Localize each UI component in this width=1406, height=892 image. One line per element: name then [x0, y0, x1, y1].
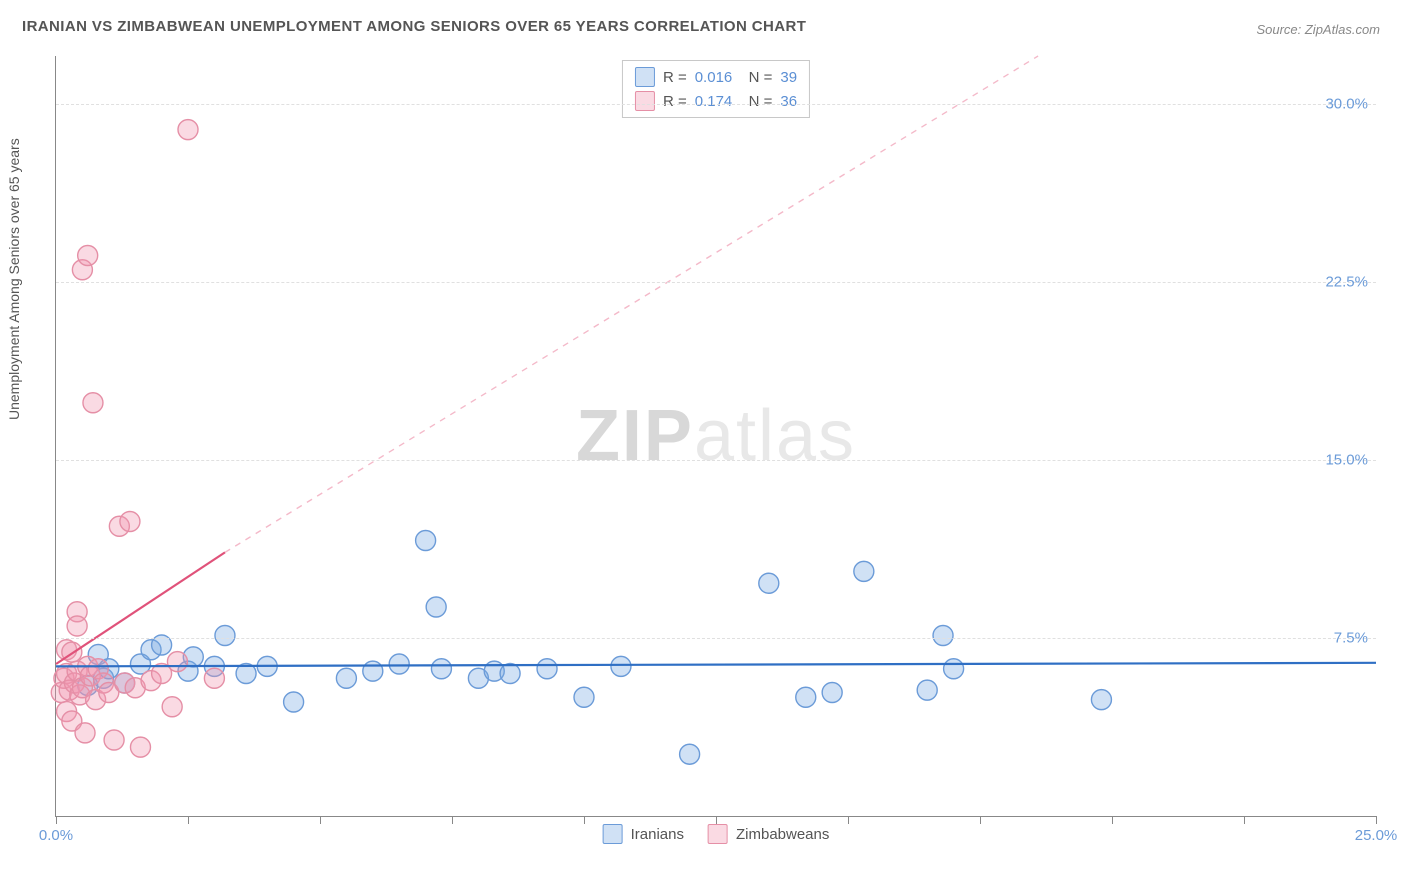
data-point: [284, 692, 304, 712]
data-point: [167, 652, 187, 672]
data-point: [854, 561, 874, 581]
legend-label: Iranians: [631, 826, 684, 843]
data-point: [336, 668, 356, 688]
gridline-h: [56, 638, 1376, 639]
data-point: [537, 659, 557, 679]
data-point: [120, 512, 140, 532]
y-tick-label: 15.0%: [1325, 451, 1368, 468]
data-point: [215, 626, 235, 646]
legend-swatch: [603, 824, 623, 844]
x-tick: [716, 816, 717, 824]
x-tick: [56, 816, 57, 824]
data-point: [389, 654, 409, 674]
source-attribution: Source: ZipAtlas.com: [1256, 22, 1380, 37]
data-point: [917, 680, 937, 700]
x-tick: [188, 816, 189, 824]
data-point: [611, 656, 631, 676]
plot-area: ZIPatlas R = 0.016 N = 39R = 0.174 N = 3…: [55, 56, 1376, 817]
data-point: [822, 683, 842, 703]
legend-label: Zimbabweans: [736, 826, 829, 843]
data-point: [431, 659, 451, 679]
x-tick-label: 25.0%: [1355, 827, 1398, 844]
x-tick: [1376, 816, 1377, 824]
data-point: [83, 393, 103, 413]
gridline-h: [56, 460, 1376, 461]
chart-title: IRANIAN VS ZIMBABWEAN UNEMPLOYMENT AMONG…: [22, 18, 806, 35]
data-point: [944, 659, 964, 679]
data-point: [75, 723, 95, 743]
data-point: [78, 246, 98, 266]
y-tick-label: 30.0%: [1325, 95, 1368, 112]
legend-item: Iranians: [603, 824, 684, 844]
data-point: [416, 531, 436, 551]
gridline-h: [56, 282, 1376, 283]
data-point: [796, 687, 816, 707]
data-point: [130, 737, 150, 757]
data-point: [363, 661, 383, 681]
x-tick: [452, 816, 453, 824]
y-tick-label: 7.5%: [1334, 629, 1368, 646]
data-point: [680, 744, 700, 764]
x-tick: [980, 816, 981, 824]
data-point: [178, 120, 198, 140]
data-point: [933, 626, 953, 646]
data-point: [204, 668, 224, 688]
x-tick: [320, 816, 321, 824]
x-tick-label: 0.0%: [39, 827, 73, 844]
x-tick: [1244, 816, 1245, 824]
data-point: [104, 730, 124, 750]
legend-item: Zimbabweans: [708, 824, 829, 844]
data-point: [574, 687, 594, 707]
y-tick-label: 22.5%: [1325, 273, 1368, 290]
data-point: [759, 573, 779, 593]
data-point: [426, 597, 446, 617]
trend-line-extension: [225, 56, 1038, 552]
trend-line: [56, 663, 1376, 667]
x-tick: [1112, 816, 1113, 824]
data-point: [67, 616, 87, 636]
data-point: [1091, 690, 1111, 710]
data-point: [162, 697, 182, 717]
legend-swatch: [708, 824, 728, 844]
series-legend: Iranians Zimbabweans: [603, 824, 830, 844]
x-tick: [584, 816, 585, 824]
chart-svg: [56, 56, 1376, 816]
x-tick: [848, 816, 849, 824]
gridline-h: [56, 104, 1376, 105]
y-axis-label: Unemployment Among Seniors over 65 years: [6, 138, 22, 420]
data-point: [500, 664, 520, 684]
